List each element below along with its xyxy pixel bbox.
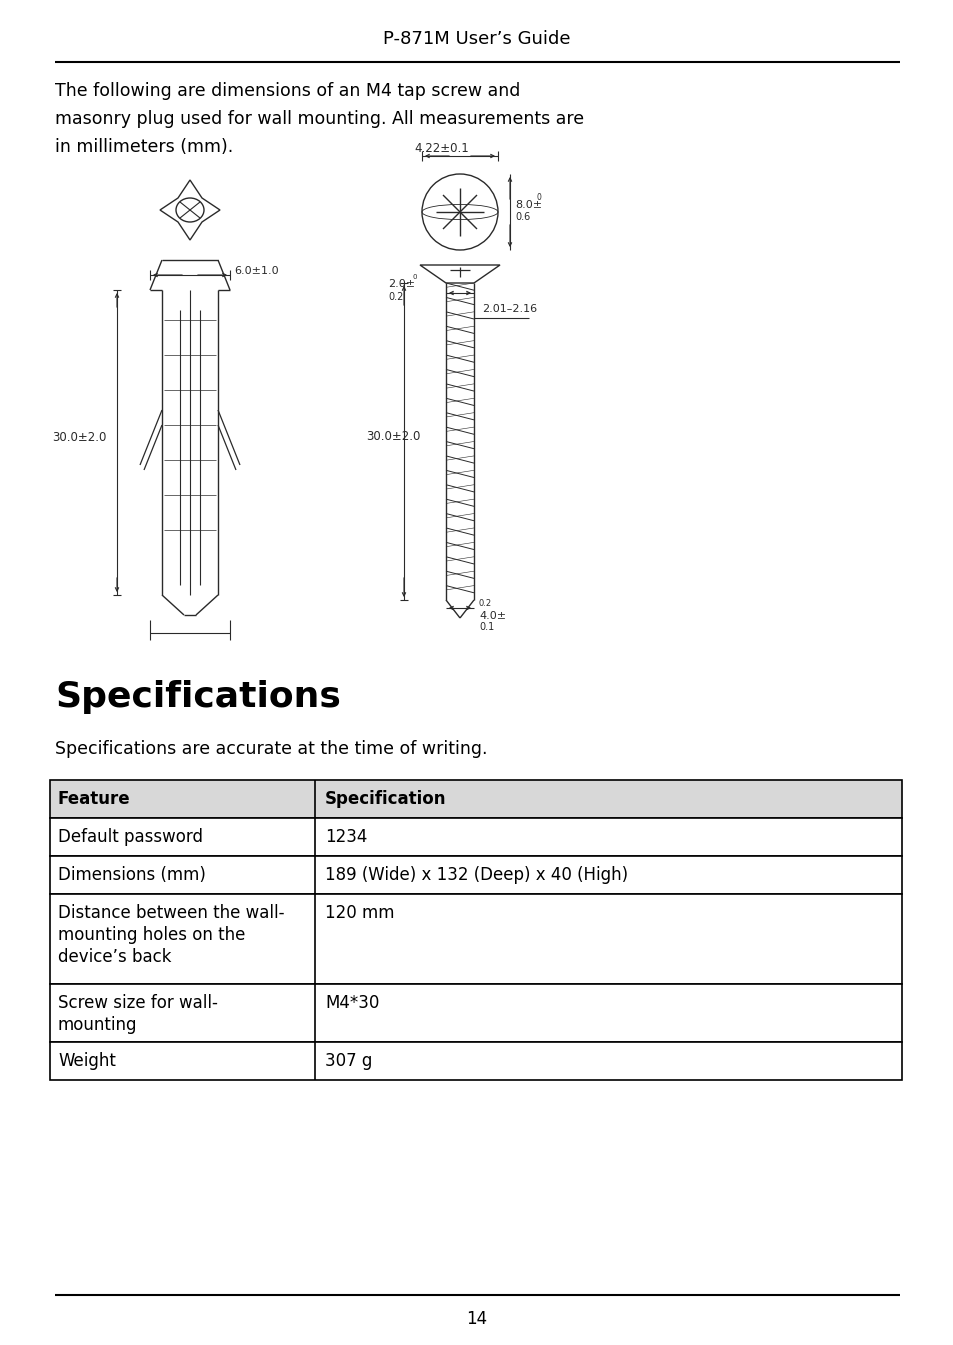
Text: 2.0±: 2.0± [388,278,415,289]
Text: mounting holes on the: mounting holes on the [58,925,245,944]
Text: in millimeters (mm).: in millimeters (mm). [55,139,233,156]
Text: device’s back: device’s back [58,948,172,966]
Text: 4.22±0.1: 4.22±0.1 [415,143,469,155]
Text: 0.1: 0.1 [478,621,494,632]
Text: 4.0±: 4.0± [478,611,506,621]
Text: 30.0±2.0: 30.0±2.0 [52,430,107,444]
Bar [50,818,901,855]
Text: 0: 0 [413,274,417,280]
Text: Specifications are accurate at the time of writing.: Specifications are accurate at the time … [55,740,487,759]
Text: Default password: Default password [58,829,203,846]
Text: 2.01–2.16: 2.01–2.16 [481,304,537,313]
Text: 120 mm: 120 mm [325,904,395,923]
Text: masonry plug used for wall mounting. All measurements are: masonry plug used for wall mounting. All… [55,110,583,128]
Text: Specification: Specification [325,790,446,808]
Text: 1234: 1234 [325,829,367,846]
Text: Specifications: Specifications [55,681,340,714]
Text: 6.0±1.0: 6.0±1.0 [233,266,278,276]
Bar [50,780,901,818]
Text: Screw size for wall-: Screw size for wall- [58,994,217,1011]
Text: 0: 0 [537,194,541,203]
Bar [50,1042,901,1080]
Text: 0.2: 0.2 [478,599,492,608]
Text: Feature: Feature [58,790,131,808]
Text: 0.6: 0.6 [515,213,530,222]
Text: Distance between the wall-: Distance between the wall- [58,904,284,923]
Text: 14: 14 [466,1310,487,1328]
Text: The following are dimensions of an M4 tap screw and: The following are dimensions of an M4 ta… [55,82,519,100]
Text: 30.0±2.0: 30.0±2.0 [366,430,420,443]
Bar [50,894,901,985]
Bar [50,855,901,894]
Text: 8.0±: 8.0± [515,200,541,210]
Text: M4*30: M4*30 [325,994,379,1011]
Text: 307 g: 307 g [325,1052,372,1071]
Text: 0.2: 0.2 [388,292,403,303]
Text: 189 (Wide) x 132 (Deep) x 40 (High): 189 (Wide) x 132 (Deep) x 40 (High) [325,866,627,884]
Text: Weight: Weight [58,1052,115,1071]
Bar [50,985,901,1042]
Text: mounting: mounting [58,1015,137,1034]
Text: Dimensions (mm): Dimensions (mm) [58,866,206,884]
Text: P-871M User’s Guide: P-871M User’s Guide [383,30,570,48]
